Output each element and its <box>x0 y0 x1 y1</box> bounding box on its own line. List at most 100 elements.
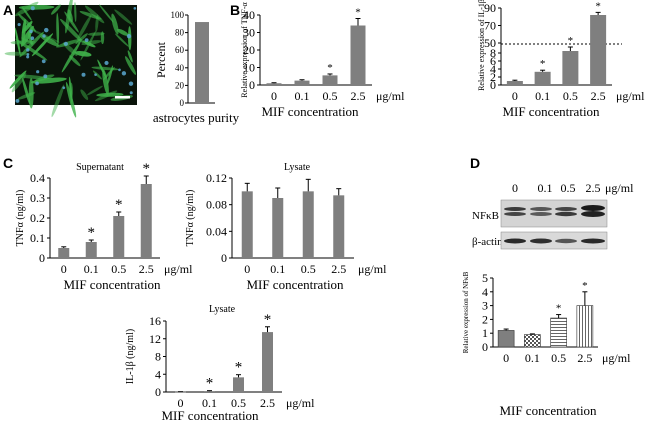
cell-nucleus <box>26 55 30 59</box>
y-tick-label: 20 <box>243 43 255 57</box>
astrocyte-process <box>56 12 60 46</box>
y-tick-label: 0 <box>39 251 45 265</box>
cell-nucleus <box>44 27 49 33</box>
astrocyte-process <box>65 82 77 118</box>
blot-bands-actin <box>504 238 605 244</box>
chart-title: Lysate <box>284 162 311 173</box>
significance-marker: * <box>206 376 214 392</box>
cell-nucleus <box>62 86 66 90</box>
y-tick-label: 0 <box>482 340 488 354</box>
y-axis-label: Percent <box>154 41 168 78</box>
astrocyte-process <box>77 15 92 41</box>
y-axis-label: TNFα (ng/ml) <box>185 190 196 247</box>
bar <box>333 195 345 258</box>
significance-marker: * <box>327 62 333 74</box>
y-tick-label: 6 <box>490 54 496 68</box>
cell-nucleus <box>36 70 40 74</box>
bar <box>562 51 579 85</box>
y-tick-label: 60 <box>175 45 185 55</box>
bar <box>534 71 551 85</box>
cell-nucleus <box>41 59 46 64</box>
blot-header-3: 2.5 <box>586 181 601 195</box>
astrocyte-process <box>64 11 79 33</box>
x-axis-label: MIF concentration <box>502 104 600 119</box>
y-tick-label: 2 <box>490 70 496 84</box>
cell-nucleus <box>43 74 48 79</box>
bar <box>233 377 244 392</box>
cell-nucleus <box>26 48 30 52</box>
astrocyte-process <box>92 70 102 80</box>
x-tick-label: 2.5 <box>331 262 346 276</box>
y-tick-label: 40 <box>175 63 185 73</box>
panel-letter-c: C <box>3 155 13 171</box>
unit-label: μg/ml <box>286 396 315 410</box>
x-tick-label: 2.5 <box>139 262 154 276</box>
y-tick-label: 0 <box>249 78 255 92</box>
cell-nucleus <box>104 60 109 66</box>
bar <box>497 330 515 348</box>
x-axis-label: MIF concentration <box>63 277 161 292</box>
x-tick-label: 0.5 <box>323 89 338 103</box>
astrocyte-process <box>14 74 50 80</box>
y-tick-label: 10 <box>243 61 255 75</box>
x-tick-label: 0.5 <box>551 351 566 365</box>
x-tick-label: 0 <box>512 89 518 103</box>
astrocyte-process <box>61 40 81 73</box>
significance-marker: * <box>115 197 123 213</box>
y-tick-label: 0.2 <box>30 211 45 225</box>
x-axis-label: MIF concentration <box>246 277 344 292</box>
x-tick-label: 0.1 <box>202 396 217 410</box>
x-tick-label: 0.1 <box>295 89 310 103</box>
y-tick-label: 1 <box>482 326 488 340</box>
y-tick-label: 0.08 <box>206 198 227 212</box>
x-tick-label: 0 <box>61 262 67 276</box>
y-axis-label: Relative expression of IL-1β <box>477 0 486 91</box>
x-axis-label: MIF concentration <box>261 104 359 119</box>
astrocyte-process <box>95 14 99 32</box>
y-tick-label: 12 <box>149 332 161 346</box>
bar <box>302 191 314 258</box>
y-tick-label: 0.3 <box>30 191 45 205</box>
bar <box>241 191 253 258</box>
astrocyte-process <box>100 31 105 45</box>
y-tick-label: 0.1 <box>30 231 45 245</box>
unit-label: μg/ml <box>164 262 193 276</box>
astrocyte-process <box>127 50 133 63</box>
bar <box>262 332 273 392</box>
y-tick-label: 30 <box>243 26 255 40</box>
y-tick-label: 90 <box>484 1 496 15</box>
panel-letter-a: A <box>3 2 13 18</box>
x-tick-label: 0.5 <box>231 396 246 410</box>
unit-label: μg/ml <box>616 89 645 103</box>
astrocyte-process <box>114 33 129 47</box>
y-tick-label: 50 <box>484 36 496 50</box>
astrocyte-process <box>28 78 34 109</box>
cell-nucleus <box>42 34 46 38</box>
astrocyte-process <box>30 77 67 84</box>
bar <box>550 317 567 348</box>
blot-header-2: 0.5 <box>561 181 576 195</box>
bar <box>590 15 607 85</box>
x-tick-label: 0.5 <box>111 262 126 276</box>
astrocyte-process <box>21 6 32 21</box>
significance-marker: * <box>264 312 272 328</box>
panel-letter-b: B <box>230 2 240 18</box>
bar <box>294 80 310 85</box>
significance-marker: * <box>540 58 546 70</box>
chart-title: Supernatant <box>76 162 124 173</box>
cell-nucleus <box>126 33 132 39</box>
astrocyte-process <box>96 92 124 97</box>
panel-letter-d: D <box>470 155 480 171</box>
y-tick-label: 4 <box>490 62 496 76</box>
bar <box>350 25 366 85</box>
astrocyte-process <box>94 90 118 102</box>
astrocyte-process <box>80 30 97 61</box>
y-tick-label: 5 <box>482 271 488 285</box>
bar <box>58 248 70 258</box>
astrocyte-process <box>81 40 102 46</box>
y-tick-label: 20 <box>175 80 185 90</box>
unit-label: μg/ml <box>358 262 387 276</box>
astrocyte-process <box>27 31 33 46</box>
astrocyte-process <box>51 4 61 15</box>
blot-bands-nfkb <box>504 205 605 217</box>
